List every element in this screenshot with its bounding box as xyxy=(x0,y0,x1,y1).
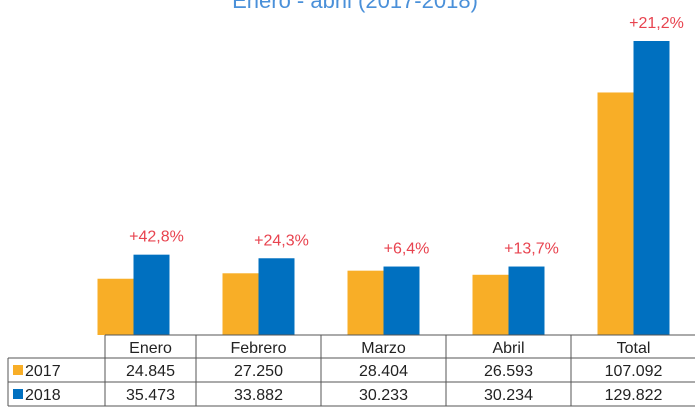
growth-label: +21,2% xyxy=(629,15,684,32)
growth-label: +24,3% xyxy=(254,232,309,249)
legend-swatch xyxy=(13,389,23,399)
table-value: 30.233 xyxy=(359,387,408,404)
table-value: 33.882 xyxy=(234,387,283,404)
table-value: 24.845 xyxy=(126,363,175,380)
category-label: Febrero xyxy=(230,340,286,357)
growth-label: +13,7% xyxy=(504,241,559,258)
table-value: 26.593 xyxy=(484,363,533,380)
category-label: Enero xyxy=(129,340,172,357)
bar xyxy=(508,266,545,335)
bar xyxy=(97,278,134,335)
bar xyxy=(383,266,420,335)
chart-title: Enero - abril (2017-2018) xyxy=(232,0,478,13)
table-value: 107.092 xyxy=(605,363,663,380)
legend-label: 2018 xyxy=(25,387,61,404)
bar xyxy=(633,41,670,335)
legend-swatch xyxy=(13,365,23,375)
category-label: Abril xyxy=(492,340,524,357)
bar xyxy=(133,254,170,335)
category-label: Total xyxy=(617,340,651,357)
table-value: 129.822 xyxy=(605,387,663,404)
bar xyxy=(597,92,634,335)
bar xyxy=(222,273,259,335)
growth-label: +42,8% xyxy=(129,229,184,246)
table-value: 35.473 xyxy=(126,387,175,404)
table-value: 27.250 xyxy=(234,363,283,380)
bar xyxy=(258,258,295,335)
bar xyxy=(472,274,509,335)
bar xyxy=(347,270,384,335)
legend-label: 2017 xyxy=(25,363,61,380)
category-label: Marzo xyxy=(361,340,406,357)
table-value: 30.234 xyxy=(484,387,533,404)
growth-label: +6,4% xyxy=(384,241,430,258)
table-value: 28.404 xyxy=(359,363,408,380)
